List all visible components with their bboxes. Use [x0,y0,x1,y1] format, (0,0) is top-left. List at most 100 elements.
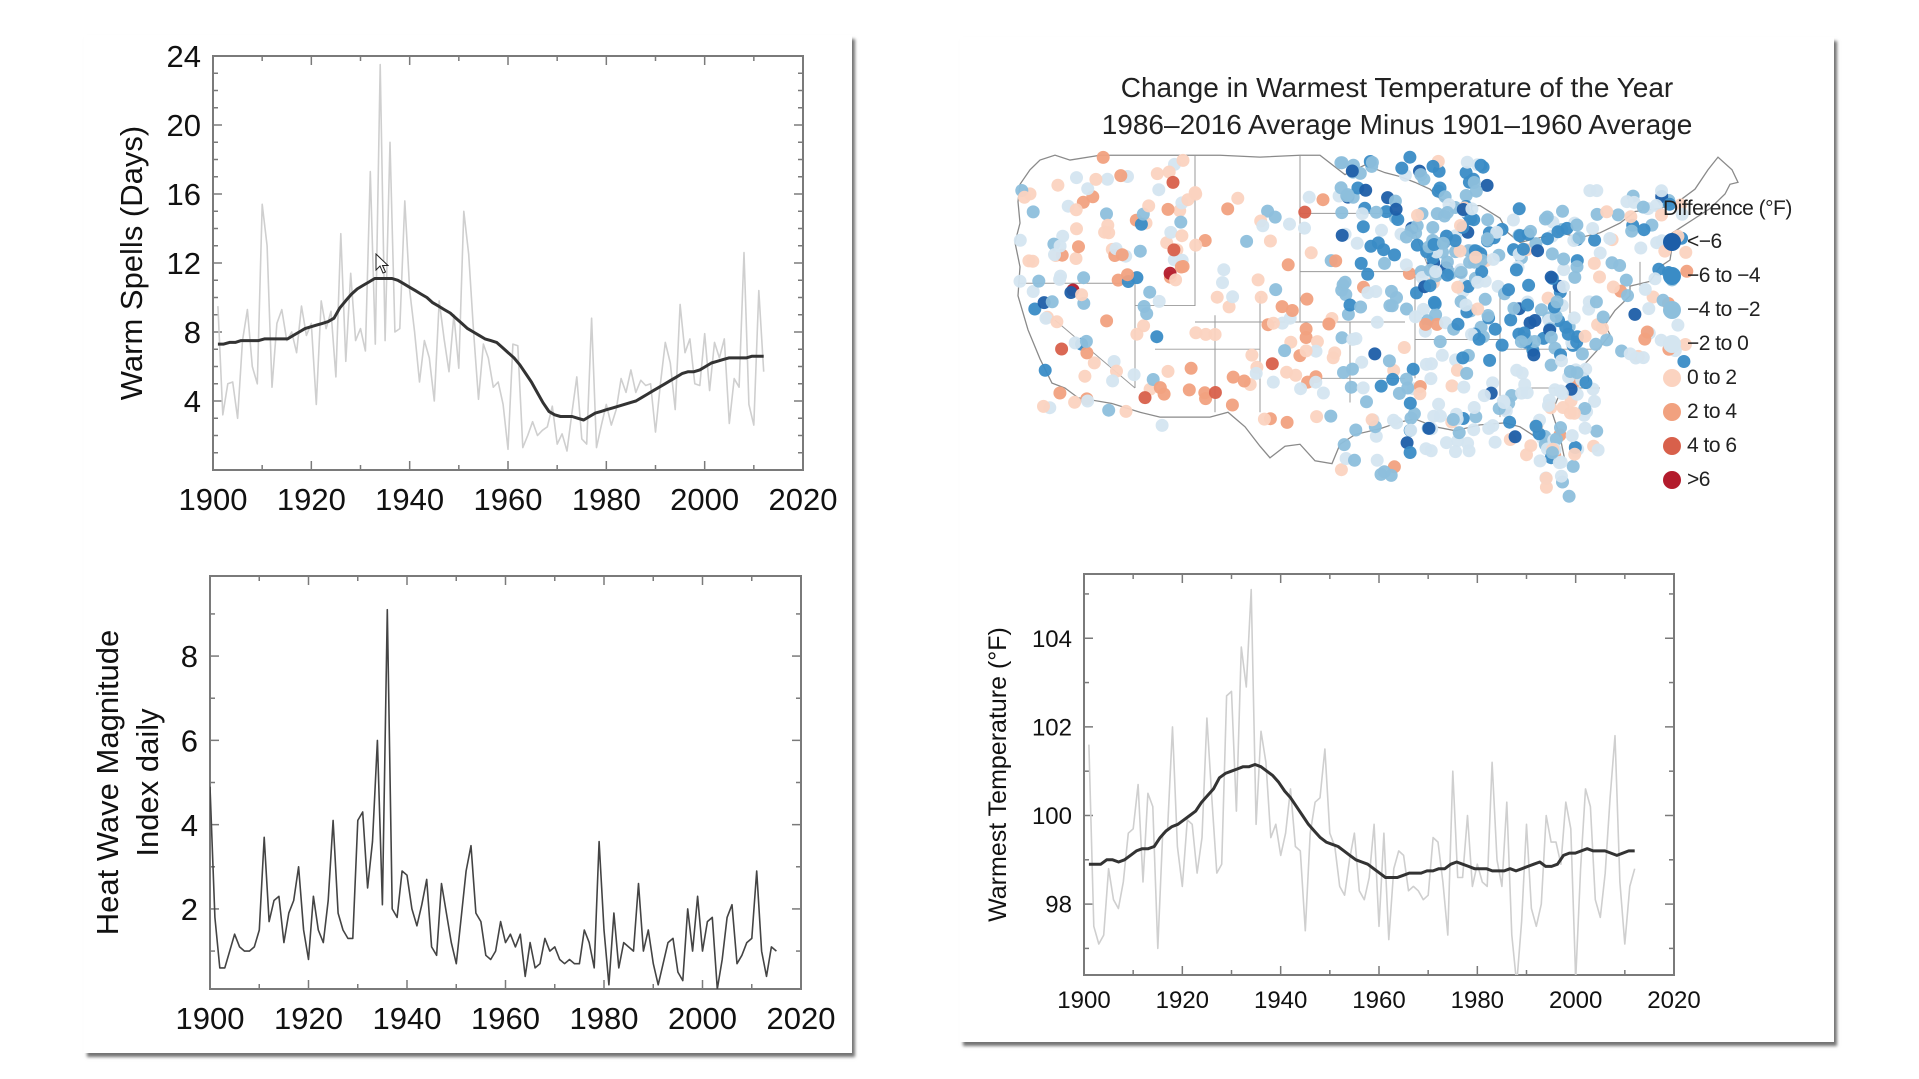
station-dot [1350,236,1364,250]
station-dot [1429,265,1443,279]
legend-label: 2 to 4 [1687,400,1737,423]
station-dot [1069,252,1083,265]
station-dot [1081,182,1095,196]
station-dot [1549,432,1563,446]
station-dot [1481,309,1495,322]
station-dot [1096,150,1110,164]
legend-swatch [1663,403,1681,421]
station-dot [1161,202,1175,216]
station-dot [1424,372,1438,386]
station-dot [1567,311,1581,325]
station-dot [1335,228,1349,242]
legend-label: −4 to −2 [1687,298,1761,321]
legend-swatch [1663,471,1681,489]
station-dot [1568,447,1582,461]
station-dot [1013,233,1027,247]
station-dot [1053,239,1067,253]
station-dot [1600,205,1614,219]
station-dot [1028,302,1042,316]
station-dot [1426,221,1440,234]
x-tick-label: 1980 [570,1001,639,1036]
station-dot [1361,286,1375,300]
station-dot [1462,444,1476,458]
x-tick-label: 1940 [375,482,444,517]
station-dot [1624,210,1638,224]
station-dot [1590,424,1604,438]
station-dot [1634,241,1648,255]
station-dot [1544,330,1558,344]
y-tick-label: 4 [184,384,201,419]
station-dot [1605,256,1619,270]
station-dot [1395,161,1409,175]
station-dot [1449,445,1462,459]
station-dot [1309,344,1323,358]
station-dot [1127,368,1141,382]
station-dot [1486,252,1500,266]
station-dot [1446,413,1460,426]
station-dot [1053,386,1067,400]
station-dot [1557,252,1571,266]
station-dot [1378,256,1391,270]
station-dot [1451,280,1465,294]
station-dot [1216,276,1229,290]
station-dot [1440,206,1454,219]
legend-item: <−6 [1663,225,1792,259]
station-dot [1263,234,1277,248]
station-dot [1309,375,1323,389]
station-dot [1404,411,1418,425]
station-dot [1578,402,1592,415]
station-dot [1038,363,1052,377]
station-dot [1365,413,1379,427]
y-tick-label: 6 [181,724,198,759]
station-dot [1555,354,1568,368]
station-dot [1304,246,1318,260]
station-dot [1275,316,1289,330]
station-dot [1452,426,1466,440]
station-dot [1566,459,1580,473]
legend-label: <−6 [1687,230,1722,253]
station-dot [1404,423,1418,437]
station-dot [1440,268,1454,282]
station-dot [1174,260,1188,274]
x-tick-label: 1980 [572,482,641,517]
x-tick-label: 1900 [179,482,248,517]
station-dot [1453,244,1467,258]
station-dot [1341,188,1355,202]
station-dot [1578,329,1592,343]
station-dot [1429,308,1443,322]
station-dot [1457,380,1471,394]
station-dot [1404,224,1418,238]
station-dot [1164,225,1178,239]
station-dot [1217,263,1231,277]
station-dot [1110,364,1123,378]
station-dot [1208,328,1222,341]
station-dot [1013,274,1027,288]
station-dot [1344,380,1358,394]
station-dot [1026,205,1040,219]
station-dot [1166,175,1180,189]
station-dot [1578,421,1592,435]
station-dot [1427,295,1441,309]
station-dot [1456,351,1470,365]
station-dot [1586,222,1600,235]
station-dot [1383,299,1397,313]
legend-item: 2 to 4 [1663,395,1792,429]
x-tick-label: 1920 [277,482,346,517]
station-dot [1520,448,1533,462]
station-dot [1051,178,1065,192]
station-dot [1539,471,1553,485]
station-dot [1475,265,1489,279]
station-dot [1671,318,1685,332]
station-dot [1150,167,1164,181]
station-dot [1611,208,1625,222]
station-dot [1481,213,1495,227]
station-dot [1283,217,1296,231]
station-dot [1310,410,1324,424]
station-dot [1257,412,1271,426]
station-dot [1649,199,1663,212]
legend-label: −2 to 0 [1687,332,1749,355]
station-dot [1175,229,1189,243]
x-tick-label: 2000 [1549,987,1602,1014]
station-dot [1184,361,1198,375]
station-dot [1606,280,1620,294]
